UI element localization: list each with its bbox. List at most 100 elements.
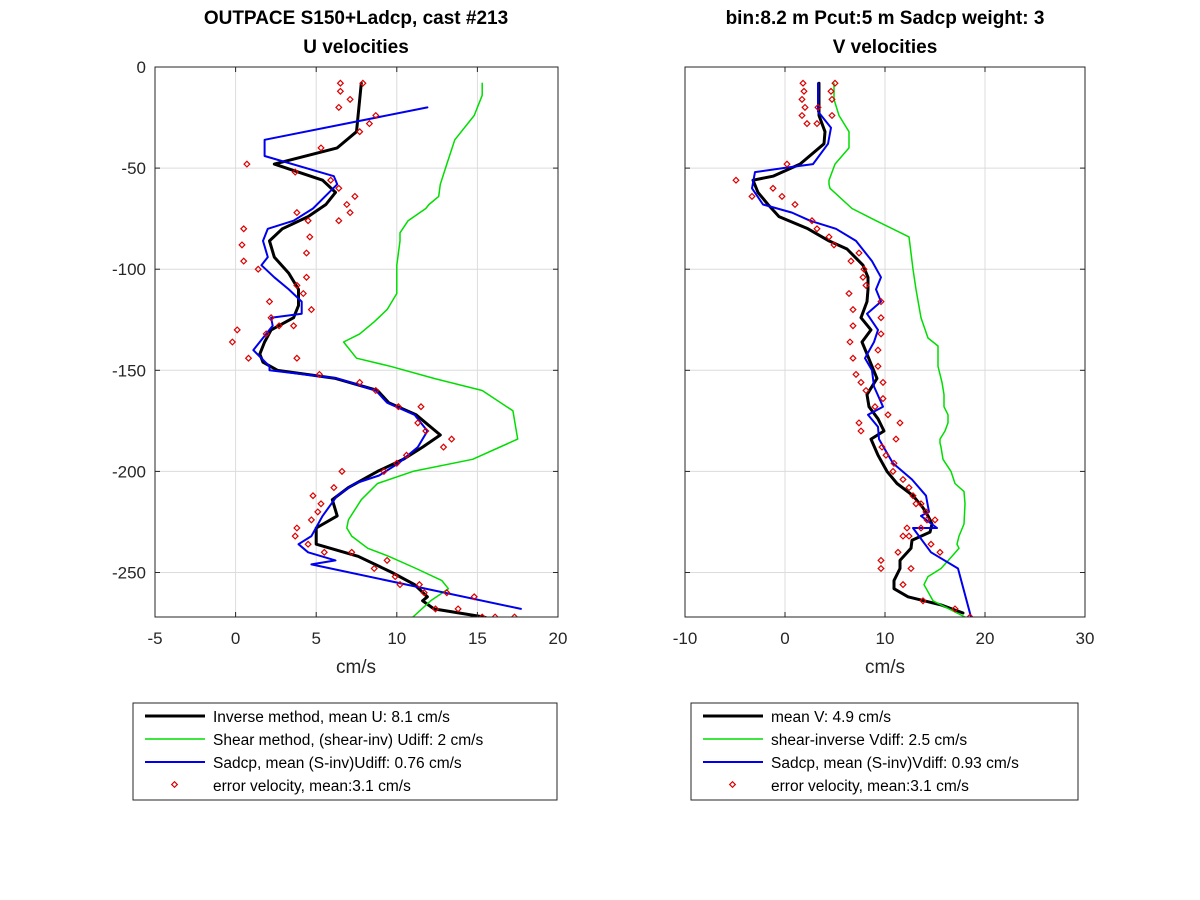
v-error-marker xyxy=(917,500,925,508)
v-error-marker xyxy=(877,556,885,565)
u-y-tick-label: 0 xyxy=(137,58,146,77)
v-error-marker xyxy=(769,184,777,192)
v-error-marker xyxy=(748,192,756,201)
v-error-marker xyxy=(923,516,931,524)
v-error-marker xyxy=(951,605,959,613)
u-error-marker xyxy=(317,500,325,508)
u-error-marker xyxy=(420,589,428,597)
u-error-marker xyxy=(265,297,274,306)
u-error-marker xyxy=(307,305,316,314)
u-error-marker xyxy=(470,593,478,601)
v-error-marker xyxy=(922,508,930,516)
u-legend: Inverse method, mean U: 8.1 cm/s Shear m… xyxy=(132,702,558,801)
u-error-marker xyxy=(320,548,328,556)
u-error-marker xyxy=(289,322,298,330)
v-error-marker xyxy=(894,548,902,556)
u-error-marker xyxy=(422,427,430,435)
v-error-marker xyxy=(846,338,854,346)
v-x-tick-label: 10 xyxy=(876,629,895,648)
v-error-marker xyxy=(927,540,935,548)
u-x-tick-label: 15 xyxy=(468,629,487,648)
v-error-marker xyxy=(874,346,882,354)
v-error-marker xyxy=(877,297,885,306)
u-error-marker xyxy=(304,217,312,225)
u-x-tick-label: 5 xyxy=(311,629,320,648)
u-error-marker xyxy=(304,540,312,548)
u-error-marker xyxy=(336,87,345,95)
v-error-marker xyxy=(852,370,860,379)
v-x-tick-label: 0 xyxy=(780,629,789,648)
v-error-marker xyxy=(827,87,835,95)
u-error-marker xyxy=(335,103,343,112)
u-error-marker xyxy=(365,119,374,128)
v-error-marker xyxy=(803,119,811,128)
u-series-line-sadcp xyxy=(252,106,522,610)
u-error-marker xyxy=(335,217,343,225)
v-error-marker xyxy=(899,532,907,540)
u-error-marker xyxy=(336,79,345,87)
v-error-marker xyxy=(879,378,887,387)
u-error-marker xyxy=(343,200,351,209)
u-error-marker xyxy=(306,233,314,241)
u-error-marker xyxy=(233,326,241,334)
v-error-marker xyxy=(847,257,855,265)
u-error-marker xyxy=(417,403,425,411)
u-error-marker xyxy=(356,378,364,387)
u-error-marker xyxy=(447,435,456,443)
v-error-marker xyxy=(855,249,863,257)
u-error-marker xyxy=(372,111,380,120)
u-error-marker xyxy=(380,467,388,476)
u-error-marker xyxy=(238,241,246,249)
u-velocity-panel: -5 0 5 10 15 200-50-100-150-200-250 OUTPACE S… xyxy=(112,8,567,678)
v-error-marker xyxy=(931,516,939,524)
v-error-marker xyxy=(800,87,808,95)
v-error-marker xyxy=(919,597,927,605)
v-error-marker xyxy=(860,265,868,273)
u-error-marker xyxy=(351,192,359,201)
u-error-marker xyxy=(402,451,411,459)
v-error-marker xyxy=(813,225,821,233)
v-error-marker xyxy=(903,524,911,532)
u-error-marker xyxy=(293,281,301,290)
v-error-marker xyxy=(905,483,913,492)
v-legend-entry-sadcp: Sadcp, mean (S-inv)Vdiff: 0.93 cm/s xyxy=(771,755,1019,772)
u-error-marker xyxy=(267,314,275,322)
u-error-marker xyxy=(275,322,283,330)
v-error-marker xyxy=(874,362,882,370)
v-error-marker xyxy=(882,451,890,459)
v-legend-entry-shear: shear-inverse Vdiff: 2.5 cm/s xyxy=(771,732,967,749)
u-error-marker xyxy=(317,144,325,152)
v-error-marker xyxy=(732,176,740,184)
v-error-marker xyxy=(892,435,900,443)
u-error-marker xyxy=(478,613,486,617)
u-error-marker xyxy=(415,580,424,589)
u-error-marker xyxy=(393,459,401,467)
u-error-marker xyxy=(431,605,440,613)
v-error-marker xyxy=(801,103,809,112)
v-chart-title-line2: V velocities xyxy=(833,37,938,58)
v-series-line-sadcp xyxy=(751,82,972,617)
v-error-marker xyxy=(884,411,892,419)
v-error-marker xyxy=(936,548,944,556)
u-error-marker xyxy=(293,524,301,532)
v-error-marker xyxy=(907,564,915,573)
u-error-marker xyxy=(228,338,237,346)
v-error-marker xyxy=(778,192,786,201)
v-series-line-inverse xyxy=(751,81,965,615)
u-error-marker xyxy=(346,208,354,217)
v-error-marker xyxy=(862,281,870,290)
v-error-marker xyxy=(879,394,887,403)
v-x-tick-label: 20 xyxy=(976,629,995,648)
v-x-axis-label: cm/s xyxy=(865,657,905,678)
u-y-tick-label: -150 xyxy=(112,361,146,380)
u-error-marker xyxy=(335,184,343,192)
u-error-marker xyxy=(372,386,380,395)
u-error-marker xyxy=(356,128,364,136)
u-chart-title-line2: U velocities xyxy=(303,37,409,58)
v-error-marker xyxy=(896,419,904,427)
v-error-marker xyxy=(828,111,836,120)
u-series-line-shear xyxy=(342,82,519,617)
v-legend-swatch-error xyxy=(728,780,737,789)
u-error-marker xyxy=(293,208,301,217)
